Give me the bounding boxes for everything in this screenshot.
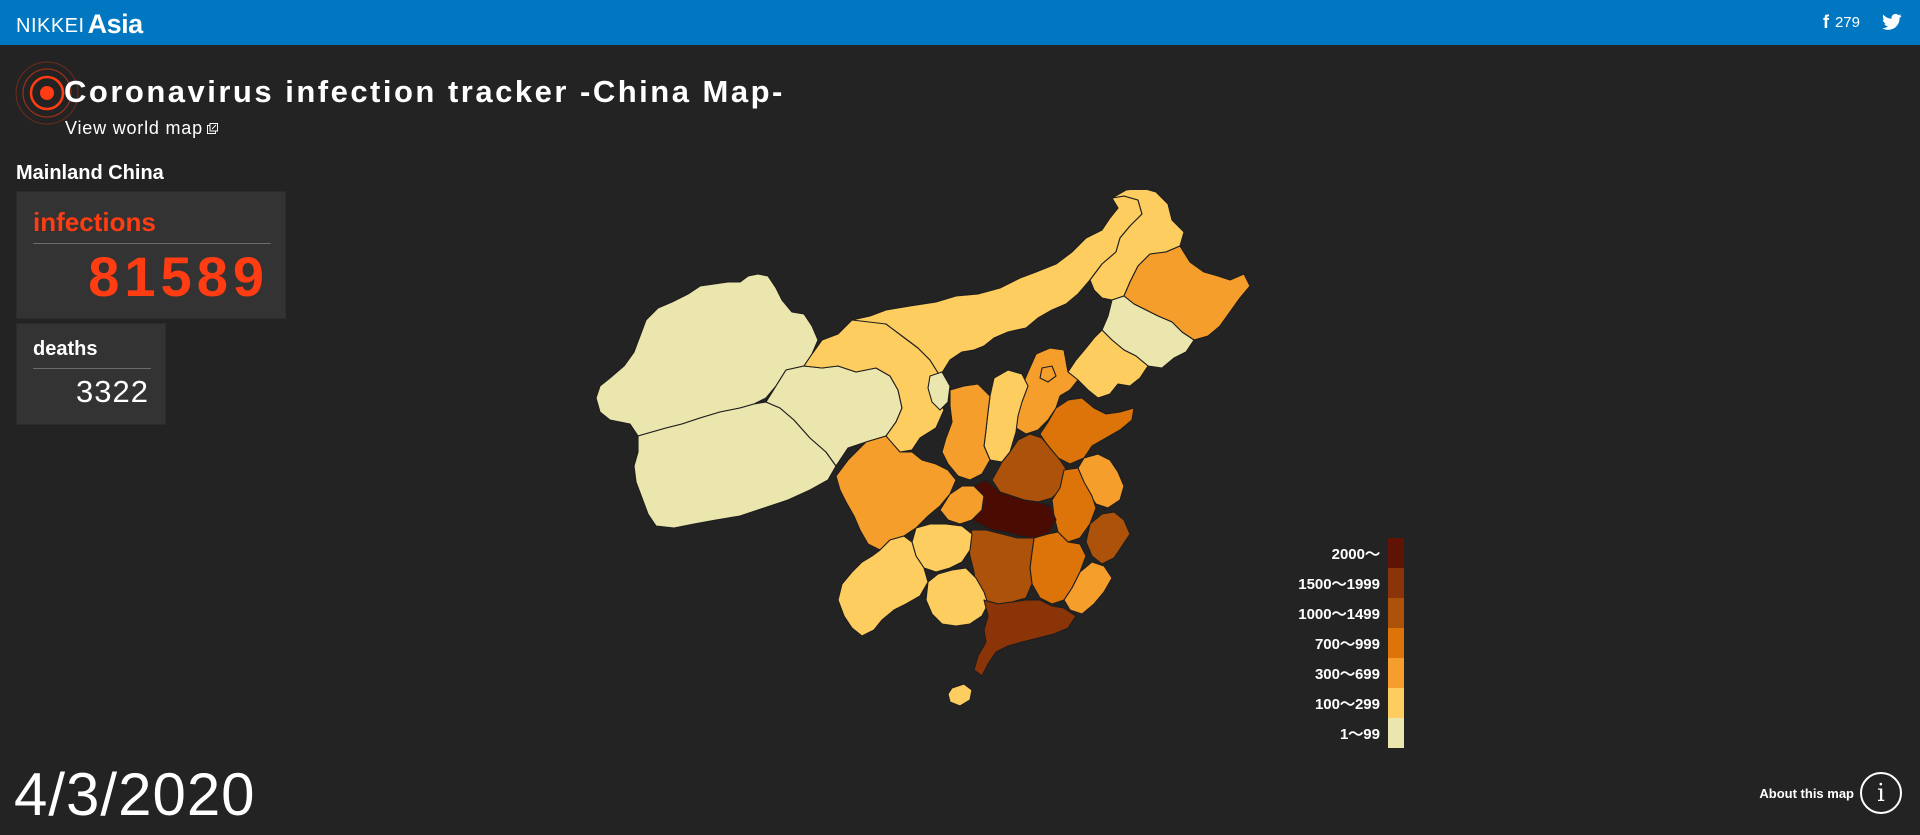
- legend-swatch: [1388, 718, 1404, 748]
- legend-label: 1000～1499: [1298, 605, 1380, 623]
- province-fujian[interactable]: [1063, 561, 1113, 615]
- province-yunnan[interactable]: [837, 535, 929, 637]
- province-tibet[interactable]: [633, 401, 837, 529]
- province-shaanxi[interactable]: [941, 383, 991, 481]
- legend-label: 700～999: [1314, 635, 1380, 653]
- brand-secondary: Asia: [87, 9, 144, 39]
- legend-label: 300～699: [1314, 665, 1380, 683]
- legend-label: 100～299: [1314, 695, 1380, 713]
- province-guangdong[interactable]: [973, 599, 1077, 677]
- view-world-map-link[interactable]: View world map: [65, 118, 218, 139]
- external-link-icon: [206, 123, 218, 134]
- facebook-share-count: 279: [1834, 13, 1860, 31]
- legend-swatch: [1388, 658, 1404, 688]
- legend-label: 2000～: [1331, 545, 1380, 563]
- province-guangxi[interactable]: [925, 567, 989, 627]
- province-anhui[interactable]: [1051, 467, 1097, 543]
- legend-row: 1000～1499: [1270, 598, 1404, 628]
- infections-value: 81589: [88, 245, 269, 308]
- share-bar: f 279: [1823, 10, 1902, 34]
- about-this-map-button[interactable]: About this map i: [1759, 772, 1902, 814]
- legend-row: 1500～1999: [1270, 568, 1404, 598]
- deaths-value: 3322: [76, 374, 149, 409]
- province-hunan[interactable]: [967, 529, 1035, 605]
- province-beijing[interactable]: [1039, 365, 1057, 383]
- infections-divider: [33, 243, 271, 244]
- infections-label: infections: [33, 207, 156, 237]
- legend-row: 2000～: [1270, 538, 1404, 568]
- tracker-logo-icon: [15, 61, 79, 125]
- legend-swatch: [1388, 628, 1404, 658]
- province-ningxia[interactable]: [927, 371, 951, 411]
- nikkei-asia-logo[interactable]: NIKKEI Asia: [16, 8, 143, 38]
- deaths-divider: [33, 368, 151, 369]
- twitter-icon[interactable]: [1882, 13, 1902, 31]
- legend-swatch: [1388, 538, 1404, 568]
- province-zhejiang[interactable]: [1085, 511, 1131, 565]
- legend-row: 300～699: [1270, 658, 1404, 688]
- infections-card: infections 81589: [16, 191, 286, 319]
- facebook-icon: f: [1822, 11, 1829, 32]
- facebook-share-button[interactable]: f 279: [1823, 12, 1860, 33]
- province-heilongjiang-east[interactable]: [1123, 245, 1251, 341]
- deaths-label: deaths: [33, 338, 98, 360]
- page-title: Coronavirus infection tracker -China Map…: [64, 74, 785, 109]
- region-label: Mainland China: [16, 162, 164, 184]
- about-label: About this map: [1759, 785, 1854, 801]
- legend-row: 1～99: [1270, 718, 1404, 748]
- legend-row: 100～299: [1270, 688, 1404, 718]
- china-choropleth-map: [595, 190, 1251, 707]
- province-hainan[interactable]: [947, 683, 973, 707]
- province-liaoning[interactable]: [1067, 329, 1149, 399]
- brand-primary: NIKKEI: [16, 15, 85, 37]
- top-bar: NIKKEI Asia f 279: [0, 0, 1920, 45]
- legend-swatch: [1388, 688, 1404, 718]
- deaths-card: deaths 3322: [16, 323, 166, 425]
- legend-swatch: [1388, 568, 1404, 598]
- legend-label: 1500～1999: [1298, 575, 1380, 593]
- legend-row: 700～999: [1270, 628, 1404, 658]
- info-icon: i: [1860, 772, 1902, 814]
- legend-label: 1～99: [1339, 725, 1380, 743]
- view-world-map-label: View world map: [65, 118, 203, 138]
- legend-swatch: [1388, 598, 1404, 628]
- current-date: 4/3/2020: [14, 761, 256, 828]
